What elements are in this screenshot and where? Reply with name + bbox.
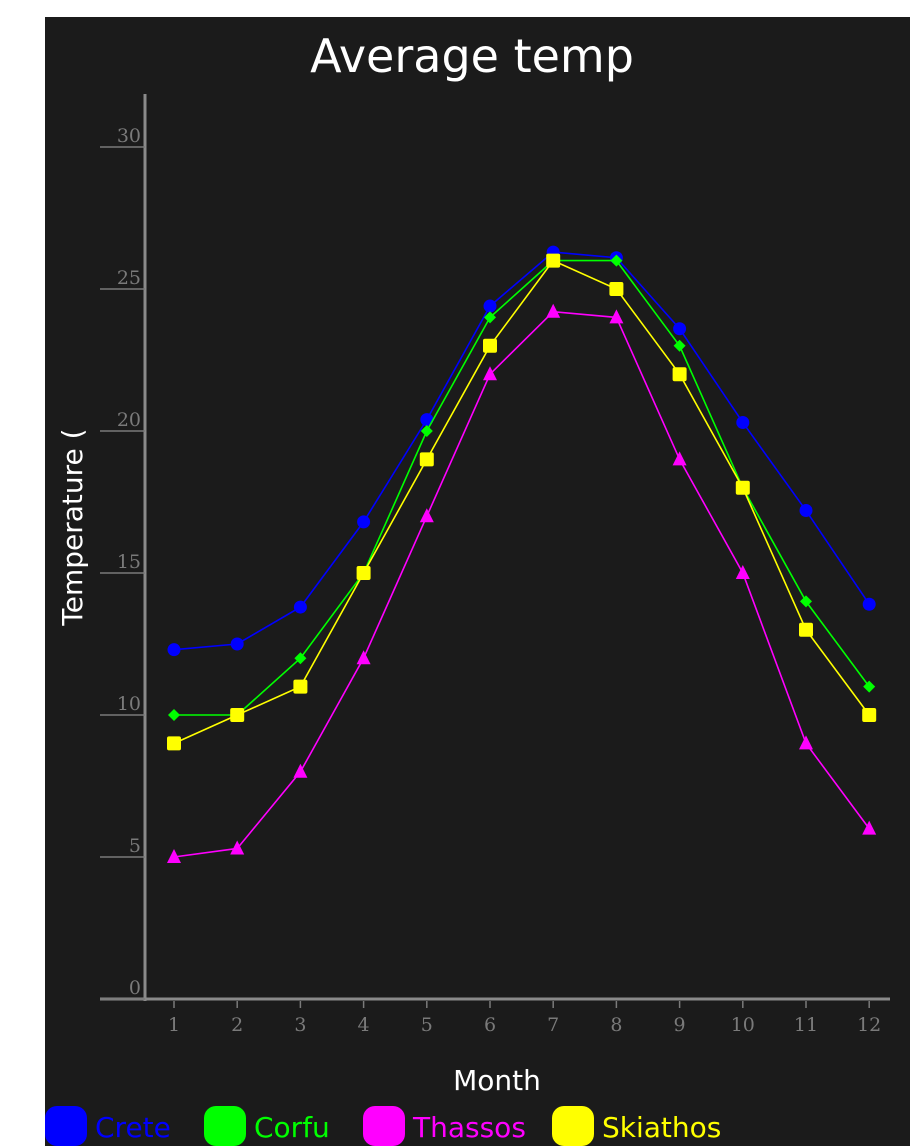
series-crete (167, 245, 876, 657)
legend-label: Crete (95, 1111, 171, 1144)
y-axis-title: Temperature ( (56, 428, 89, 626)
x-tick-label: 9 (674, 1014, 686, 1036)
data-point (356, 566, 371, 580)
data-point (167, 736, 181, 751)
data-point (230, 708, 245, 722)
series-line (174, 259, 870, 716)
data-point (167, 849, 181, 863)
chart-title: Average temp (310, 29, 634, 83)
data-point (483, 366, 497, 381)
series-corfu (168, 254, 876, 721)
legend-swatch (204, 1106, 246, 1146)
data-point (610, 254, 623, 267)
data-point (294, 652, 307, 665)
data-point (609, 309, 624, 324)
data-point (484, 311, 496, 324)
legend-swatch (45, 1106, 87, 1146)
data-point (230, 637, 244, 651)
x-tick-label: 4 (358, 1014, 370, 1036)
data-point (483, 338, 497, 353)
data-point (800, 595, 812, 608)
x-tick-label: 11 (794, 1014, 818, 1036)
data-point (862, 597, 876, 611)
x-tick-label: 6 (484, 1014, 496, 1036)
data-point (799, 735, 813, 750)
data-point (735, 565, 750, 579)
y-tick-label: 5 (129, 835, 141, 857)
data-point (483, 299, 497, 313)
data-point (357, 515, 371, 529)
data-point (167, 643, 181, 657)
data-point (420, 425, 433, 437)
legend: Crete Corfu Thassos Skiathos (45, 1106, 721, 1146)
data-point (168, 709, 180, 721)
data-point (862, 820, 877, 835)
data-point (419, 508, 434, 523)
line-chart: Average temp Temperature ( Month 0510152… (45, 29, 890, 1146)
series-line (173, 259, 870, 745)
x-tick-label: 10 (731, 1014, 755, 1036)
legend-swatch (363, 1106, 405, 1146)
x-tick-label: 2 (231, 1014, 243, 1036)
data-point (293, 600, 307, 614)
legend-item-corfu: Corfu (204, 1106, 330, 1146)
y-tick-label: 25 (117, 267, 141, 289)
data-point (672, 451, 687, 466)
series-line (173, 251, 870, 651)
x-tick-label: 7 (547, 1014, 559, 1036)
legend-swatch (552, 1106, 594, 1146)
series-skiathos (167, 253, 877, 751)
x-tick-label: 8 (610, 1014, 622, 1036)
legend-item-crete: Crete (45, 1106, 171, 1146)
legend-label: Thassos (412, 1111, 526, 1144)
data-point (609, 282, 624, 296)
y-tick-label: 15 (117, 551, 141, 573)
data-point (293, 763, 308, 778)
data-point (293, 679, 308, 694)
x-tick-label: 1 (168, 1014, 180, 1036)
y-tick-label: 30 (117, 125, 141, 147)
data-point (419, 452, 434, 467)
series-line (173, 310, 870, 858)
data-point (799, 504, 813, 518)
data-point (356, 650, 371, 665)
legend-label: Corfu (254, 1111, 330, 1144)
series-layer (167, 245, 877, 863)
data-point (546, 303, 561, 318)
data-point (799, 622, 813, 637)
data-point (546, 253, 561, 268)
legend-item-thassos: Thassos (363, 1106, 526, 1146)
data-point (735, 480, 750, 495)
chart-panel: Average temp Temperature ( Month 0 5 10 15 2… (45, 17, 910, 1146)
legend-item-skiathos: Skiathos (552, 1106, 721, 1146)
y-tick-label: 20 (117, 409, 141, 431)
x-tick-label: 12 (857, 1014, 881, 1036)
data-point (673, 339, 686, 352)
data-point (420, 413, 434, 427)
x-tick-label: 3 (294, 1014, 306, 1036)
data-point (672, 367, 687, 382)
legend-label: Skiathos (602, 1111, 721, 1144)
series-thassos (167, 303, 877, 863)
y-tick-label: 10 (117, 693, 141, 715)
data-point (862, 708, 877, 722)
data-point (673, 322, 687, 336)
y-tick-label: 0 (129, 977, 141, 999)
x-axis-title: Month (453, 1064, 541, 1097)
x-tick-label: 5 (421, 1014, 433, 1036)
data-point (863, 680, 876, 693)
data-point (230, 840, 245, 855)
data-point (736, 415, 750, 429)
